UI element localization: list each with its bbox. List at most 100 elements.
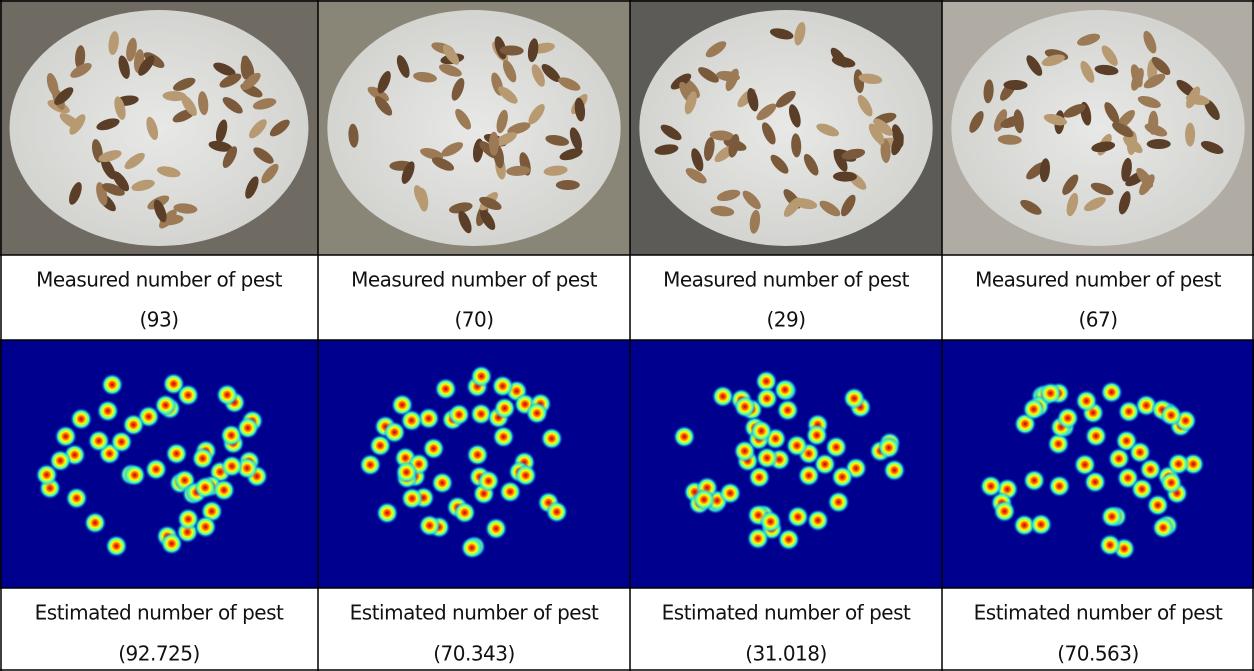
figure: Measured number of pest (93) Estimated num…	[0, 0, 1254, 671]
density-blob	[546, 501, 568, 523]
density-blob	[843, 387, 865, 409]
density-blob	[492, 375, 514, 397]
density-blob	[515, 464, 537, 486]
density-blob	[1160, 404, 1182, 426]
density-blob	[194, 477, 216, 499]
density-blob	[419, 515, 441, 537]
density-blob	[750, 420, 772, 442]
density-blob	[499, 481, 521, 503]
density-blob	[1023, 470, 1045, 492]
density-blob	[1101, 506, 1123, 528]
density-blob	[237, 417, 259, 439]
density-blob	[526, 402, 548, 424]
estimated-label: Estimated number of pest	[662, 601, 911, 625]
sticky-plate	[327, 10, 620, 246]
estimated-label: Estimated number of pest	[35, 601, 284, 625]
density-blob	[1030, 514, 1052, 536]
density-blob	[807, 509, 829, 531]
density-blob	[748, 466, 770, 488]
density-blob	[111, 431, 133, 453]
density-blob	[401, 487, 423, 509]
density-blob	[1023, 398, 1045, 420]
density-blob	[213, 479, 235, 501]
density-blob	[980, 475, 1002, 497]
density-blob	[774, 379, 796, 401]
density-blob	[1129, 441, 1151, 463]
density-blob	[166, 443, 188, 465]
images	[0, 0, 1254, 588]
density-blob	[461, 537, 483, 559]
density-blob	[97, 400, 119, 422]
measured-label: Measured number of pest	[351, 268, 598, 292]
density-blob	[831, 466, 853, 488]
density-blob	[719, 482, 741, 504]
density-blob	[124, 464, 146, 486]
density-blob	[994, 500, 1016, 522]
density-blob	[673, 426, 695, 448]
density-blob	[1168, 453, 1190, 475]
density-map-background	[942, 340, 1254, 588]
density-blob	[541, 428, 563, 450]
density-blob	[448, 404, 470, 426]
density-blob	[359, 454, 381, 476]
density-blob	[734, 396, 756, 418]
density-blob	[84, 512, 106, 534]
density-blob	[786, 435, 808, 457]
density-blob	[376, 502, 398, 524]
density-blob	[1101, 381, 1123, 403]
density-blob	[825, 436, 847, 458]
density-blob	[1152, 517, 1174, 539]
figure-grid: Measured number of pest (93) Estimated num…	[0, 0, 1254, 671]
density-blob	[396, 461, 418, 483]
density-blob	[485, 518, 507, 540]
estimated-label: Estimated number of pest	[350, 601, 599, 625]
density-blob	[88, 430, 110, 452]
density-blob	[70, 408, 92, 430]
density-blob	[467, 444, 489, 466]
density-blob	[1057, 407, 1079, 429]
density-blob	[66, 487, 88, 509]
density-blob	[1160, 472, 1182, 494]
density-blob	[798, 465, 820, 487]
density-blob	[1131, 478, 1153, 500]
density-blob	[787, 506, 809, 528]
density-blob	[145, 458, 167, 480]
density-blob	[435, 378, 457, 400]
density-blob	[431, 472, 453, 494]
density-blob	[1074, 454, 1096, 476]
pest	[489, 132, 499, 156]
density-blob	[777, 399, 799, 421]
density-blob	[216, 384, 238, 406]
density-blob	[494, 397, 516, 419]
density-blob	[101, 374, 123, 396]
density-blob	[161, 533, 183, 555]
density-blob	[478, 470, 500, 492]
pest	[1185, 123, 1195, 147]
density-blob	[1108, 448, 1130, 470]
density-blob	[221, 455, 243, 477]
density-blob	[734, 440, 756, 462]
pest	[1147, 139, 1171, 149]
density-blob	[1118, 401, 1140, 423]
estimated-value: (70.563)	[1057, 642, 1139, 666]
density-blob	[105, 535, 127, 557]
density-blob	[177, 384, 199, 406]
density-blob	[760, 511, 782, 533]
density-blob	[423, 438, 445, 460]
measured-value: (67)	[1078, 308, 1117, 332]
estimated-value: (70.343)	[433, 642, 515, 666]
measured-value: (93)	[139, 308, 178, 332]
density-blob	[36, 464, 58, 486]
density-blob	[1040, 382, 1062, 404]
density-blob	[454, 502, 476, 524]
measured-label: Measured number of pest	[663, 268, 910, 292]
density-blob	[1085, 425, 1107, 447]
density-blob	[883, 459, 905, 481]
density-blob	[192, 447, 214, 469]
density-blob	[878, 437, 900, 459]
density-blob	[384, 421, 406, 443]
density-blob	[693, 489, 715, 511]
density-blob	[1147, 494, 1169, 516]
estimated-value: (31.018)	[745, 642, 827, 666]
estimated-value: (92.725)	[118, 642, 200, 666]
